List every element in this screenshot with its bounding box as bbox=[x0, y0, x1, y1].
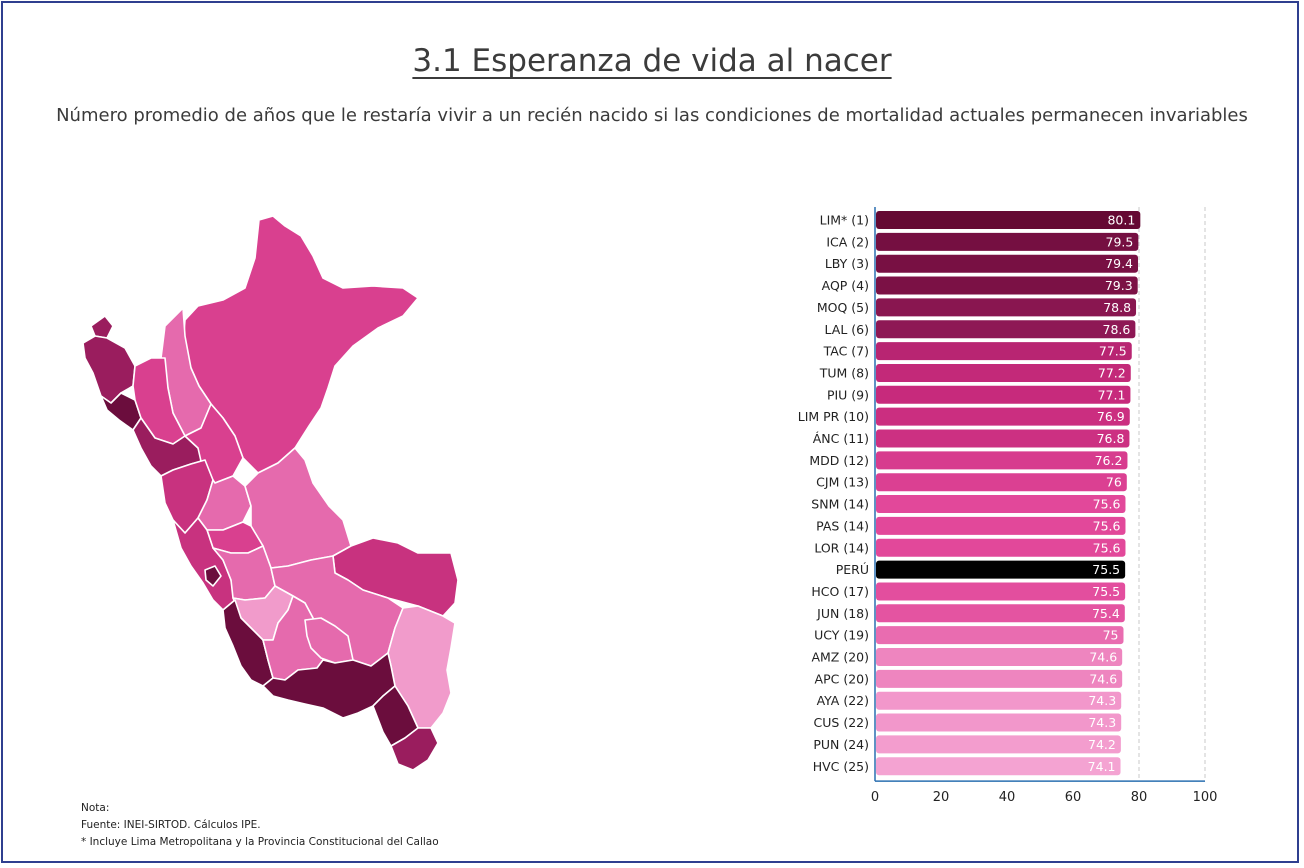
category-label: PUN (24) bbox=[813, 737, 869, 752]
category-label: AYA (22) bbox=[817, 693, 869, 708]
category-label: SNM (14) bbox=[811, 497, 869, 512]
page-title: 3.1 Esperanza de vida al nacer bbox=[412, 43, 892, 79]
bar bbox=[876, 735, 1121, 754]
category-label: PIU (9) bbox=[827, 387, 869, 402]
bar bbox=[876, 713, 1122, 732]
bar-value-label: 75.5 bbox=[1092, 584, 1120, 599]
category-label: MOQ (5) bbox=[817, 300, 869, 315]
category-label: LIM* (1) bbox=[820, 213, 869, 228]
bar-value-label: 79.3 bbox=[1105, 278, 1133, 293]
region-limametro bbox=[204, 565, 222, 587]
bar bbox=[876, 320, 1136, 339]
category-label: HVC (25) bbox=[813, 759, 869, 774]
bar-value-label: 76 bbox=[1106, 475, 1122, 490]
notes-footnote: * Incluye Lima Metropolitana y la Provin… bbox=[81, 836, 439, 848]
bar bbox=[876, 211, 1141, 229]
bar bbox=[876, 232, 1139, 251]
bar-value-label: 75.6 bbox=[1093, 518, 1121, 533]
region-tacna bbox=[390, 727, 439, 771]
category-label: AMZ (20) bbox=[811, 650, 869, 665]
x-tick-label: 60 bbox=[1065, 790, 1082, 805]
region-tumbes bbox=[90, 315, 114, 339]
notes-source: Fuente: INEI-SIRTOD. Cálculos IPE. bbox=[81, 819, 261, 831]
bar-value-label: 76.8 bbox=[1097, 431, 1125, 446]
bar bbox=[876, 582, 1126, 601]
bar-value-label: 74.6 bbox=[1089, 650, 1117, 665]
bar-value-label: 77.1 bbox=[1098, 387, 1126, 402]
bar bbox=[876, 276, 1138, 295]
bar bbox=[876, 385, 1131, 404]
bar-value-label: 74.3 bbox=[1088, 715, 1116, 730]
category-label: CJM (13) bbox=[816, 475, 869, 490]
x-tick-label: 40 bbox=[999, 790, 1016, 805]
category-label: HCO (17) bbox=[811, 584, 869, 599]
category-label: LBY (3) bbox=[825, 256, 869, 271]
bar-value-label: 78.6 bbox=[1103, 322, 1131, 337]
bar bbox=[876, 363, 1131, 382]
category-label: TAC (7) bbox=[823, 344, 869, 359]
bar-value-label: 77.5 bbox=[1099, 344, 1127, 359]
category-label: PERÚ bbox=[836, 562, 869, 577]
category-label: TUM (8) bbox=[819, 365, 869, 380]
bar bbox=[876, 254, 1139, 273]
bar bbox=[876, 298, 1137, 317]
bar-value-label: 79.4 bbox=[1105, 256, 1133, 271]
category-label: CUS (22) bbox=[814, 715, 869, 730]
category-label: JUN (18) bbox=[816, 606, 869, 621]
bar-value-label: 74.6 bbox=[1089, 671, 1117, 686]
category-label: LIM PR (10) bbox=[798, 409, 869, 424]
category-label: LOR (14) bbox=[814, 540, 869, 555]
bar-value-label: 74.2 bbox=[1088, 737, 1116, 752]
category-label: APC (20) bbox=[815, 671, 869, 686]
bar-value-label: 78.8 bbox=[1103, 300, 1131, 315]
bar bbox=[876, 451, 1128, 470]
bar bbox=[876, 516, 1126, 535]
x-tick-label: 0 bbox=[871, 790, 879, 805]
bar-value-label: 79.5 bbox=[1106, 234, 1134, 249]
bar-value-label: 74.1 bbox=[1088, 759, 1116, 774]
bar-value-label: 77.2 bbox=[1098, 365, 1126, 380]
notes-block: Nota: Fuente: INEI-SIRTOD. Cálculos IPE.… bbox=[81, 800, 439, 851]
bar bbox=[876, 429, 1130, 448]
bar bbox=[876, 757, 1121, 776]
bar bbox=[876, 560, 1126, 579]
bar-value-label: 76.9 bbox=[1097, 409, 1125, 424]
bar bbox=[876, 669, 1123, 688]
category-label: ICA (2) bbox=[826, 234, 869, 249]
bar bbox=[876, 626, 1124, 645]
x-tick-label: 20 bbox=[933, 790, 950, 805]
bar-value-label: 75.6 bbox=[1093, 540, 1121, 555]
region-arequipa bbox=[262, 652, 396, 719]
bar-value-label: 75.5 bbox=[1092, 562, 1120, 577]
bar-value-label: 74.3 bbox=[1088, 693, 1116, 708]
bar-value-label: 75.4 bbox=[1092, 606, 1120, 621]
life-expectancy-bar-chart: 80.1 79.5 79.4 79.3 78.8 78.6 77.5 77.2 77.1 76.9… bbox=[798, 207, 1218, 805]
category-label: PAS (14) bbox=[816, 518, 869, 533]
bar bbox=[876, 691, 1122, 710]
x-tick-label: 100 bbox=[1193, 790, 1218, 805]
bar-value-label: 75 bbox=[1103, 628, 1119, 643]
bar bbox=[876, 342, 1132, 361]
category-label: UCY (19) bbox=[814, 628, 869, 643]
bar bbox=[876, 473, 1127, 492]
bar-value-label: 75.6 bbox=[1093, 497, 1121, 512]
category-label: MDD (12) bbox=[809, 453, 869, 468]
bar bbox=[876, 495, 1126, 514]
bar bbox=[876, 538, 1126, 557]
category-label: ÁNC (11) bbox=[813, 431, 869, 446]
region-piura bbox=[82, 335, 136, 404]
x-tick-label: 80 bbox=[1131, 790, 1148, 805]
peru-map bbox=[82, 215, 459, 771]
bar-value-label: 80.1 bbox=[1107, 213, 1135, 228]
category-label: LAL (6) bbox=[825, 322, 869, 337]
bar bbox=[876, 648, 1123, 666]
notes-label: Nota: bbox=[81, 802, 110, 814]
page-subtitle: Número promedio de años que le restaría … bbox=[56, 105, 1248, 126]
bar bbox=[876, 604, 1125, 623]
category-label: AQP (4) bbox=[822, 278, 869, 293]
bar bbox=[876, 407, 1130, 426]
bar-value-label: 76.2 bbox=[1095, 453, 1123, 468]
